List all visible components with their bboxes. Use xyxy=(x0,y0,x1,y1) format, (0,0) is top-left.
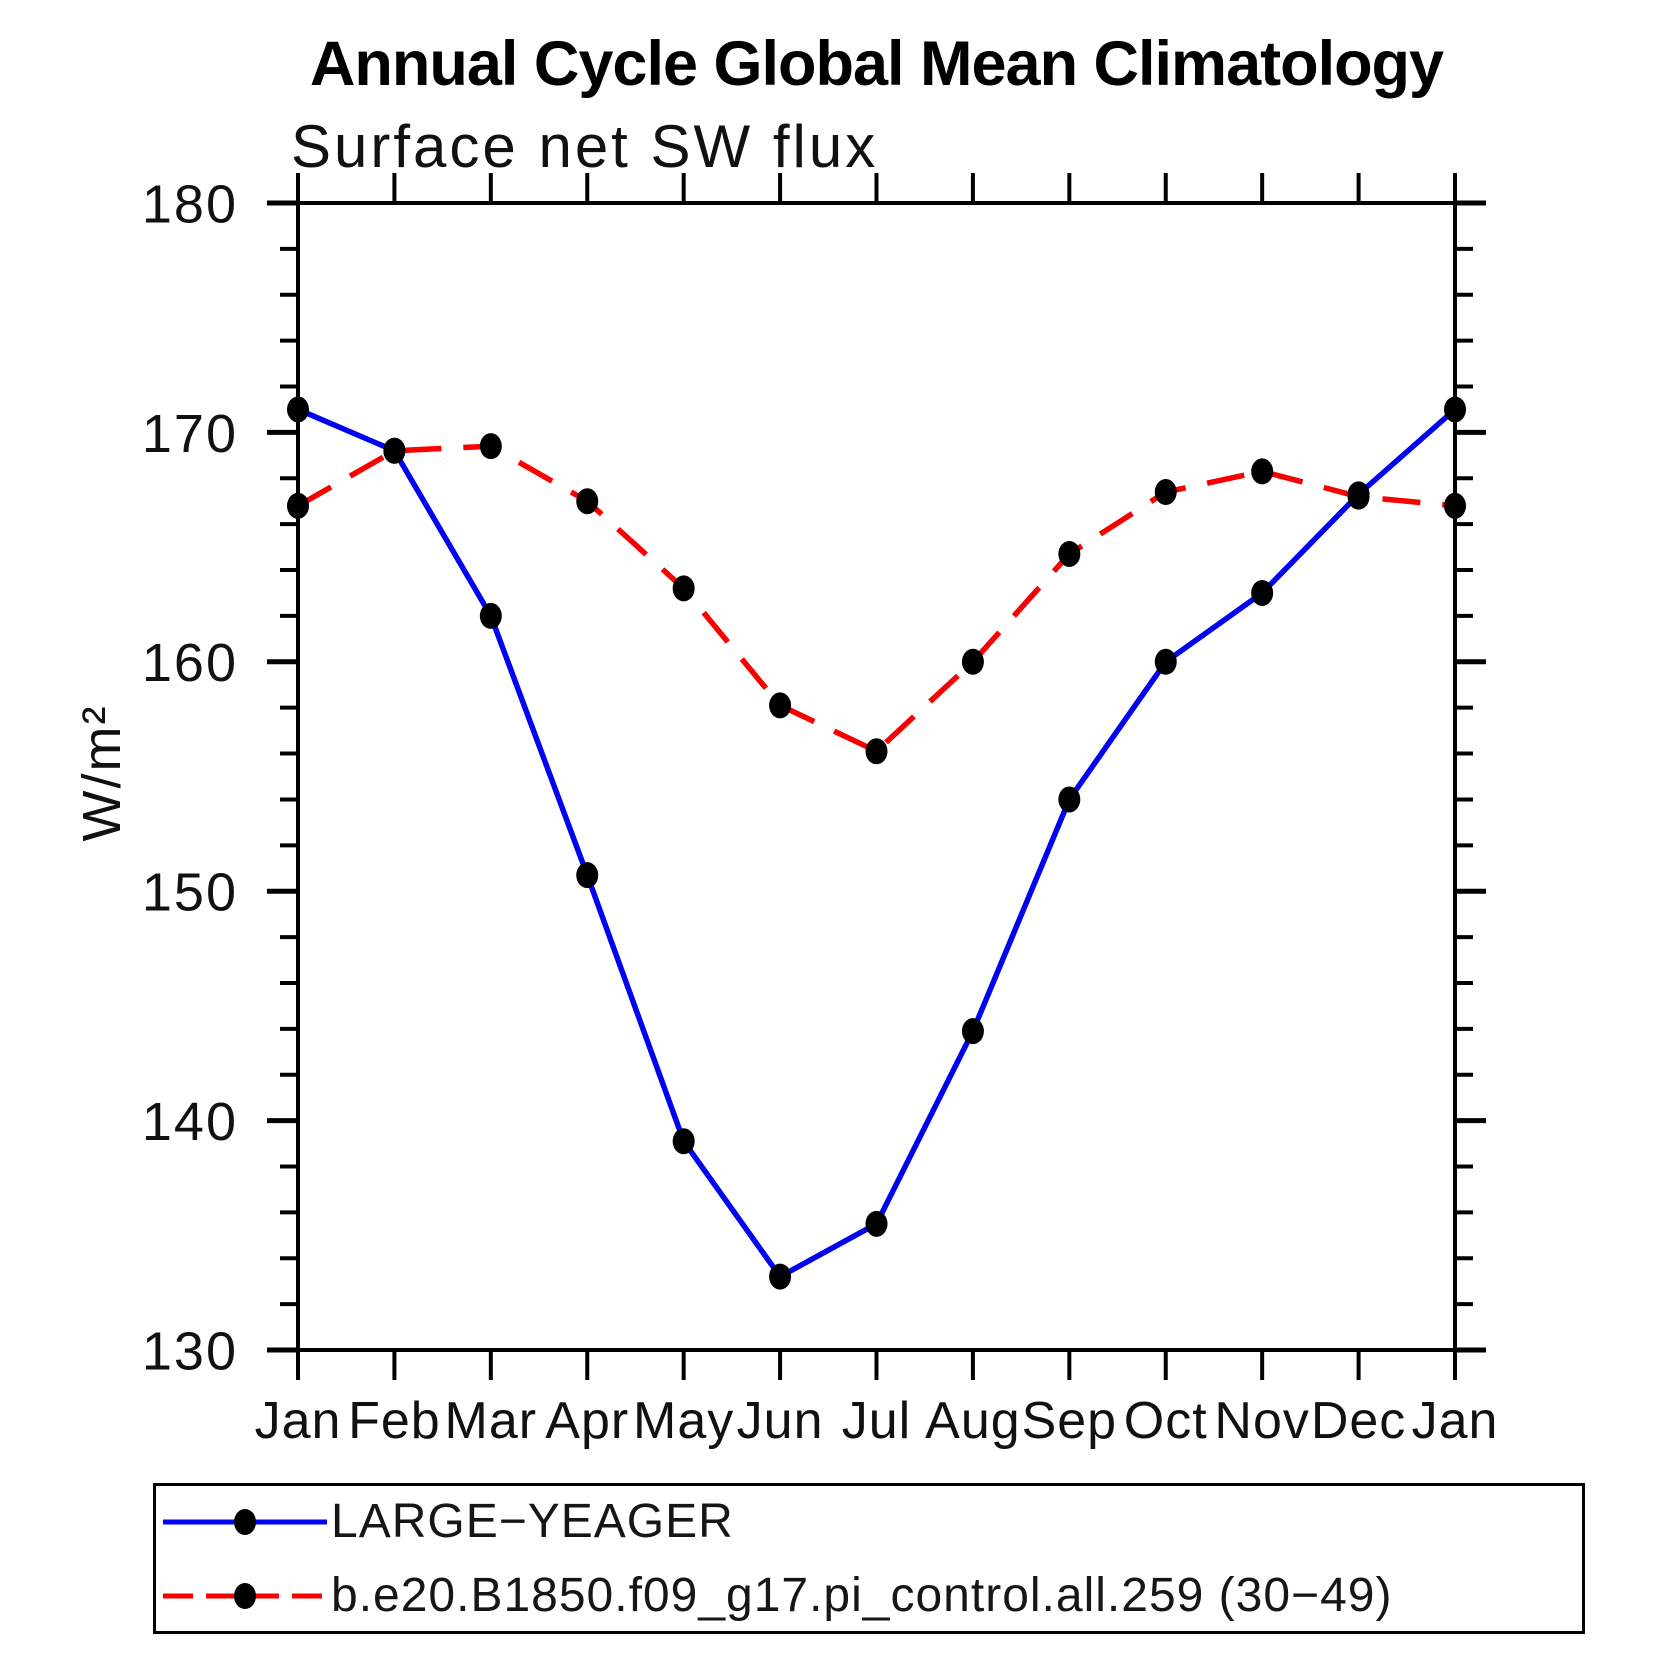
data-point-marker xyxy=(769,1263,792,1290)
chart-subtitle: Surface net SW flux xyxy=(291,113,879,180)
data-point-marker xyxy=(769,692,792,719)
axis-ticks xyxy=(267,173,1486,1380)
x-tick-label: Oct xyxy=(1124,1392,1208,1450)
x-tick-label: Nov xyxy=(1214,1392,1309,1450)
data-point-marker xyxy=(1444,396,1466,423)
y-tick-label: 170 xyxy=(142,404,238,464)
legend: LARGE−YEAGER b.e20.B1850.f09_g17.pi_cont… xyxy=(153,1483,1585,1634)
data-point-marker xyxy=(865,738,888,765)
y-tick-label: 180 xyxy=(142,174,238,234)
x-tick-label: Feb xyxy=(348,1392,441,1450)
x-tick-label: Aug xyxy=(925,1392,1021,1450)
y-tick-label: 140 xyxy=(142,1092,238,1152)
data-point-marker xyxy=(383,437,406,464)
data-point-marker xyxy=(287,396,309,423)
data-point-marker xyxy=(287,492,309,519)
data-point-marker xyxy=(672,1128,695,1155)
data-point-marker xyxy=(1154,648,1177,675)
x-tick-label: Dec xyxy=(1311,1392,1406,1450)
data-point-marker xyxy=(576,862,599,889)
data-point-marker xyxy=(479,433,502,460)
legend-label: b.e20.B1850.f09_g17.pi_control.all.259 (… xyxy=(331,1569,1393,1622)
y-tick-label: 130 xyxy=(142,1321,238,1381)
data-point-marker xyxy=(865,1210,888,1237)
chart-title: Annual Cycle Global Mean Climatology xyxy=(309,29,1444,99)
data-point-marker xyxy=(576,488,599,515)
plot-frame xyxy=(296,201,1457,1352)
data-point-marker xyxy=(672,575,695,602)
data-point-marker xyxy=(1251,579,1274,606)
x-tick-labels: Jan Feb Mar Apr May Jun Jul Aug Sep Oct Nov Dec Jan xyxy=(255,1392,1499,1450)
x-tick-label: Jun xyxy=(737,1392,824,1450)
x-tick-label: Sep xyxy=(1022,1392,1118,1450)
x-tick-label: Jan xyxy=(255,1392,342,1450)
x-tick-label: May xyxy=(633,1392,734,1450)
data-point-marker xyxy=(1154,479,1177,506)
data-point-marker xyxy=(961,648,984,675)
legend-line-sample-dashed xyxy=(163,1582,327,1609)
data-point-marker xyxy=(1347,483,1370,510)
legend-label: LARGE−YEAGER xyxy=(331,1495,734,1548)
legend-line-sample-solid xyxy=(163,1508,327,1535)
y-tick-label: 150 xyxy=(142,863,238,923)
data-point-marker xyxy=(961,1018,984,1045)
plot-frame-rect xyxy=(296,201,1457,1352)
x-tick-label: Jul xyxy=(842,1392,911,1450)
y-tick-label: 160 xyxy=(142,633,238,693)
legend-item-large-yeager: LARGE−YEAGER xyxy=(156,1489,1582,1555)
x-tick-label: Apr xyxy=(545,1392,629,1450)
legend-item-model-run: b.e20.B1850.f09_g17.pi_control.all.259 (… xyxy=(156,1563,1582,1629)
series-line-0 xyxy=(296,406,1457,1281)
data-point-marker xyxy=(1058,540,1081,567)
y-tick-labels: 130 140 150 160 170 180 xyxy=(142,174,238,1381)
x-tick-label: Mar xyxy=(445,1392,538,1450)
x-tick-label: Jan xyxy=(1412,1392,1499,1450)
data-point-marker xyxy=(479,602,502,629)
data-point-marker xyxy=(1058,786,1081,813)
data-series xyxy=(287,396,1466,1290)
data-point-marker xyxy=(1251,458,1274,485)
data-point-marker xyxy=(1444,492,1466,519)
series-line-1 xyxy=(296,443,1456,755)
